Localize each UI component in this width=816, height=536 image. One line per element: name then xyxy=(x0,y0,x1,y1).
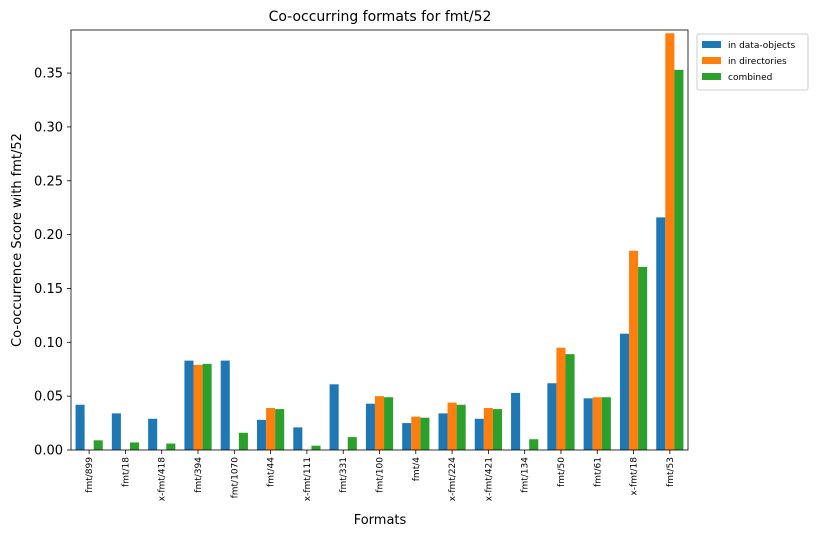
bar xyxy=(411,416,421,450)
x-tick-label: fmt/331 xyxy=(339,457,349,493)
y-tick-label: 0.00 xyxy=(34,444,63,459)
x-tick-label: fmt/4 xyxy=(412,457,422,481)
bar xyxy=(384,397,394,450)
x-tick-label: fmt/44 xyxy=(267,457,277,487)
bar xyxy=(329,384,339,450)
y-tick-label: 0.30 xyxy=(34,120,63,135)
bar xyxy=(656,217,666,450)
y-tick-label: 0.05 xyxy=(34,390,63,405)
x-tick-label: x-fmt/224 xyxy=(448,457,458,502)
legend: in data-objects in directories combined xyxy=(696,33,809,91)
bar xyxy=(93,440,103,450)
x-tick-label: fmt/1070 xyxy=(230,457,240,499)
bar xyxy=(565,354,575,450)
legend-label: in directories xyxy=(728,57,787,67)
bar xyxy=(202,363,212,450)
chart-title: Co-occurring formats for fmt/52 xyxy=(269,9,492,25)
bar xyxy=(583,398,593,450)
bar xyxy=(374,396,385,450)
bar xyxy=(674,69,684,450)
x-tick-label: fmt/18 xyxy=(121,457,131,487)
bar xyxy=(275,409,285,450)
y-tick-label: 0.25 xyxy=(34,174,63,189)
bar xyxy=(111,413,121,450)
y-tick-label: 0.10 xyxy=(34,336,63,351)
bar xyxy=(511,392,521,450)
bar xyxy=(547,383,557,450)
x-tick-label: fmt/899 xyxy=(85,457,95,493)
x-tick-label: x-fmt/18 xyxy=(630,457,640,496)
bar xyxy=(474,418,484,450)
bar xyxy=(638,266,648,450)
bar xyxy=(619,333,630,450)
bar xyxy=(601,397,611,450)
bar xyxy=(447,402,457,450)
legend-swatch xyxy=(702,57,721,64)
x-tick-label: fmt/61 xyxy=(593,457,603,487)
bar xyxy=(592,397,602,450)
x-tick-label: fmt/50 xyxy=(557,457,567,487)
x-tick-label: fmt/394 xyxy=(194,457,204,493)
x-tick-label: x-fmt/421 xyxy=(484,457,494,501)
x-tick-label: x-fmt/418 xyxy=(158,457,168,502)
legend-box xyxy=(696,33,809,91)
bar xyxy=(220,360,230,450)
bar xyxy=(483,408,493,450)
bar xyxy=(438,413,448,450)
bar xyxy=(129,442,140,450)
x-tick-label: fmt/100 xyxy=(376,457,386,493)
bar xyxy=(347,437,357,450)
bar xyxy=(665,33,675,450)
bar xyxy=(365,403,375,450)
y-axis-label: Co-occurrence Score with fmt/52 xyxy=(10,133,25,347)
bar xyxy=(402,423,412,450)
x-tick-label: x-fmt/111 xyxy=(303,457,313,501)
bar xyxy=(266,408,276,450)
bar xyxy=(193,364,203,450)
bar xyxy=(456,404,466,450)
x-tick-label: fmt/134 xyxy=(521,457,531,493)
bar xyxy=(184,360,194,450)
bar xyxy=(75,404,85,450)
bar xyxy=(257,419,267,450)
bar xyxy=(556,347,566,450)
y-tick-label: 0.20 xyxy=(34,228,63,243)
legend-label: in data-objects xyxy=(728,41,795,51)
x-axis-label: Formats xyxy=(354,513,407,528)
plot-frame xyxy=(70,29,689,451)
bar xyxy=(293,427,303,450)
plot-area: 0.00 0.05 0.10 0.15 0.20 0.25 0.30 0.35 fmt/899 f… xyxy=(34,29,689,502)
bar xyxy=(311,445,321,450)
bar xyxy=(529,439,539,450)
x-tick-label: fmt/53 xyxy=(666,457,676,487)
y-tick-label: 0.35 xyxy=(34,67,63,82)
bar xyxy=(148,418,158,450)
legend-label: combined xyxy=(728,73,772,83)
legend-swatch xyxy=(702,41,721,48)
bar xyxy=(166,443,176,450)
bar xyxy=(420,417,430,450)
bar xyxy=(629,250,639,450)
bar xyxy=(492,409,502,450)
bar xyxy=(238,432,248,450)
legend-swatch xyxy=(702,73,721,80)
y-tick-label: 0.15 xyxy=(34,282,63,297)
